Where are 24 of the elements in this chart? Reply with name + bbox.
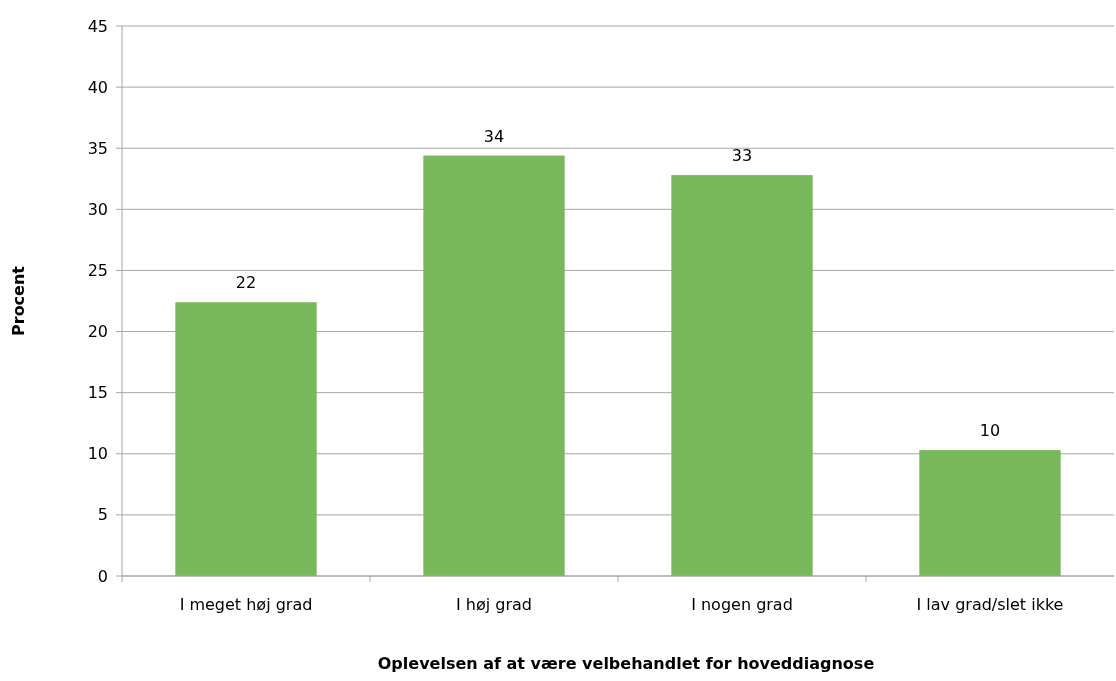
bar	[175, 302, 317, 576]
x-tick-label: I høj grad	[456, 595, 532, 614]
y-tick-label: 25	[87, 261, 108, 281]
bar	[919, 450, 1061, 576]
y-tick-label: 30	[87, 199, 108, 219]
y-tick-label: 35	[87, 138, 108, 158]
data-label: 34	[483, 126, 505, 146]
y-tick-label: 10	[87, 444, 108, 464]
x-tick-label: I meget høj grad	[179, 595, 313, 614]
y-tick-label: 15	[87, 383, 108, 403]
y-axis-title: Procent	[9, 265, 28, 336]
y-tick-label: 0	[97, 566, 108, 586]
y-tick-label: 5	[97, 505, 108, 525]
data-label: 10	[979, 421, 1001, 441]
y-tick-label: 40	[87, 77, 108, 97]
y-tick-label: 45	[87, 16, 108, 36]
x-axis-title: Oplevelsen af at være velbehandlet for hoveddiagnose	[377, 654, 875, 673]
x-tick-label: I lav grad/slet ikke	[916, 595, 1064, 614]
y-tick-label: 20	[87, 322, 108, 342]
x-tick-label: I nogen grad	[691, 595, 793, 614]
bar	[671, 175, 813, 576]
data-label: 33	[731, 146, 753, 166]
bar	[423, 155, 565, 576]
data-label: 22	[235, 273, 257, 293]
